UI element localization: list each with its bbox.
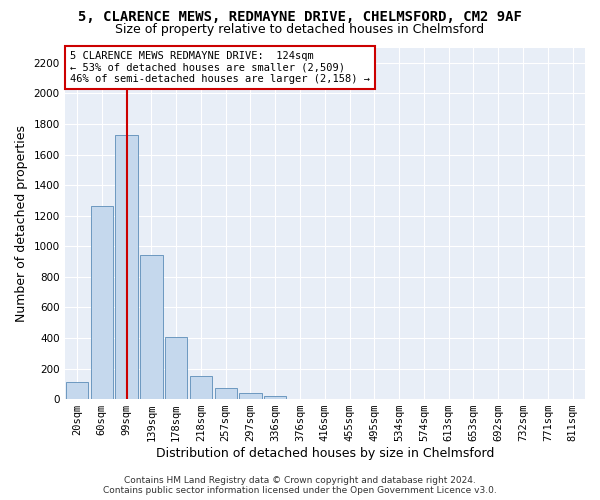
Text: Size of property relative to detached houses in Chelmsford: Size of property relative to detached ho… [115, 22, 485, 36]
Bar [190, 376, 212, 399]
Bar [91, 206, 113, 399]
Bar [239, 393, 262, 399]
Text: 5 CLARENCE MEWS REDMAYNE DRIVE:  124sqm
← 53% of detached houses are smaller (2,: 5 CLARENCE MEWS REDMAYNE DRIVE: 124sqm ←… [70, 51, 370, 84]
Bar [215, 388, 237, 399]
Y-axis label: Number of detached properties: Number of detached properties [15, 125, 28, 322]
Text: Contains HM Land Registry data © Crown copyright and database right 2024.
Contai: Contains HM Land Registry data © Crown c… [103, 476, 497, 495]
Bar [264, 396, 286, 399]
Bar [165, 337, 187, 399]
Bar [140, 256, 163, 399]
Text: 5, CLARENCE MEWS, REDMAYNE DRIVE, CHELMSFORD, CM2 9AF: 5, CLARENCE MEWS, REDMAYNE DRIVE, CHELMS… [78, 10, 522, 24]
X-axis label: Distribution of detached houses by size in Chelmsford: Distribution of detached houses by size … [155, 447, 494, 460]
Bar [66, 382, 88, 399]
Bar [115, 134, 138, 399]
